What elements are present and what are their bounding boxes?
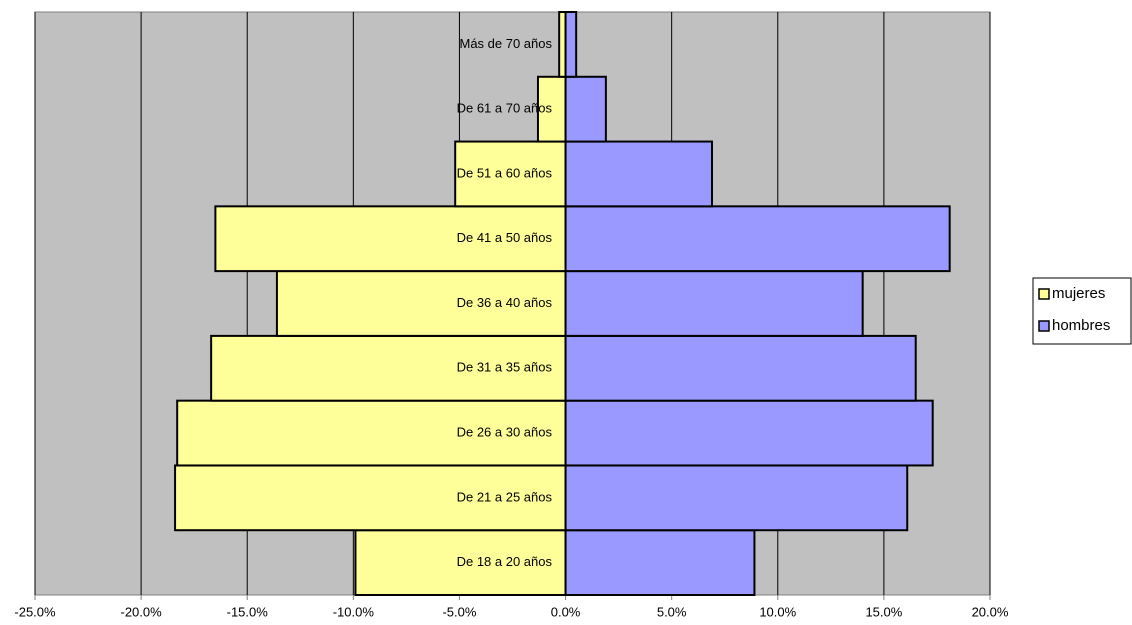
legend-swatch <box>1038 320 1050 332</box>
bar <box>564 11 578 78</box>
bar <box>564 75 607 143</box>
bar <box>174 464 567 532</box>
legend-swatch <box>1038 288 1050 300</box>
y-tick-label: De 26 a 30 años <box>457 424 553 439</box>
y-tick-label: De 36 a 40 años <box>457 295 553 310</box>
bar <box>564 205 951 273</box>
x-tick-label: 0.0% <box>551 604 581 619</box>
x-tick-label: 10.0% <box>759 604 796 619</box>
bar <box>564 140 713 208</box>
y-tick-label: De 51 a 60 años <box>457 165 553 180</box>
bar <box>454 140 567 208</box>
y-tick-label: De 41 a 50 años <box>457 230 553 245</box>
y-tick-label: De 21 a 25 años <box>457 489 553 504</box>
x-tick-label: 20.0% <box>972 604 1009 619</box>
bar <box>564 529 756 597</box>
legend-label: hombres <box>1052 317 1110 334</box>
bar <box>564 334 917 402</box>
x-tick-label: 5.0% <box>657 604 687 619</box>
bar <box>354 529 567 597</box>
x-tick-label: -25.0% <box>14 604 56 619</box>
bar <box>275 270 567 337</box>
y-tick-label: Más de 70 años <box>459 36 552 51</box>
y-tick-label: De 31 a 35 años <box>457 360 553 375</box>
legend-label: mujeres <box>1052 285 1105 302</box>
bar <box>564 270 864 337</box>
bar <box>564 464 909 532</box>
x-tick-label: -5.0% <box>442 604 476 619</box>
y-tick-label: De 61 a 70 años <box>457 101 553 116</box>
legend: mujeres hombres <box>1032 277 1132 345</box>
x-tick-label: -15.0% <box>227 604 269 619</box>
y-tick-label: De 18 a 20 años <box>457 554 553 569</box>
x-tick-label: -10.0% <box>333 604 375 619</box>
x-tick-label: -20.0% <box>121 604 163 619</box>
x-tick-label: 15.0% <box>865 604 902 619</box>
bar <box>564 399 934 467</box>
